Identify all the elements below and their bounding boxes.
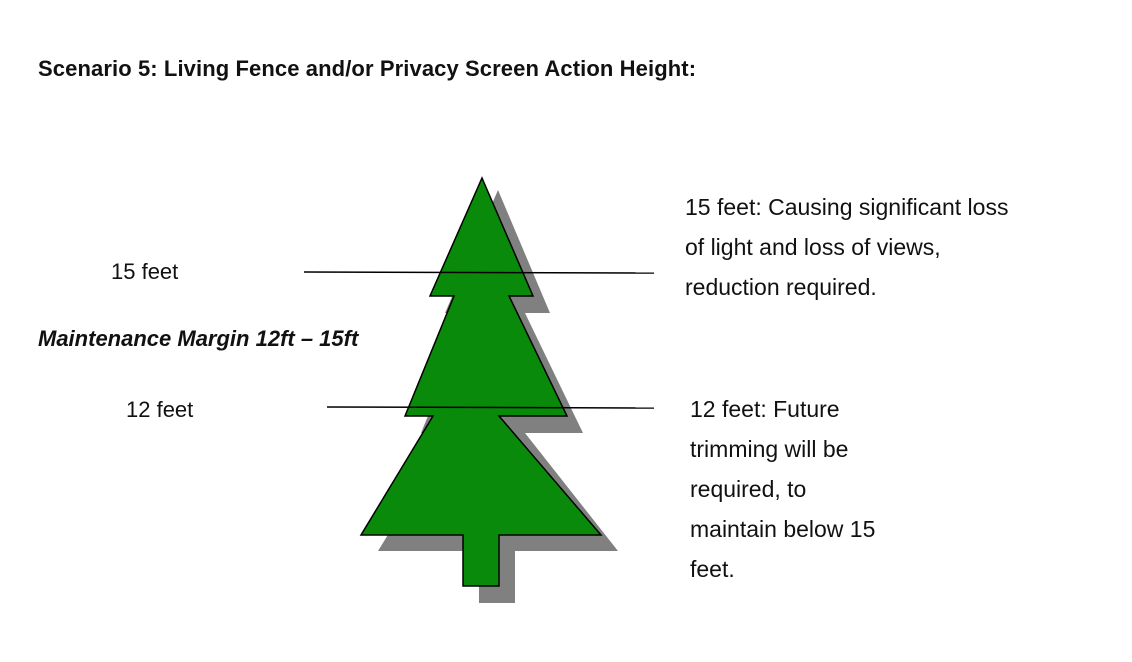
fifteen-feet-label: 15 feet bbox=[111, 259, 179, 284]
fifteen-feet-line bbox=[303, 271, 655, 274]
twelve-feet-label: 12 feet bbox=[126, 397, 194, 422]
twelve-feet-note: 12 feet: Future trimming will be require… bbox=[690, 389, 875, 589]
maintenance-margin-label: Maintenance Margin 12ft – 15ft bbox=[38, 326, 359, 351]
note-line: 12 feet: Future bbox=[690, 396, 840, 422]
note-line: reduction required. bbox=[685, 274, 877, 300]
note-line: required, to bbox=[690, 476, 807, 502]
tree-shape bbox=[359, 176, 603, 587]
note-line: trimming will be bbox=[690, 436, 849, 462]
note-line: 15 feet: Causing significant loss bbox=[685, 194, 1009, 220]
diagram-title: Scenario 5: Living Fence and/or Privacy … bbox=[38, 56, 697, 81]
note-line: maintain below 15 bbox=[690, 516, 876, 542]
note-line: feet. bbox=[690, 556, 735, 582]
fifteen-feet-note: 15 feet: Causing significant loss of lig… bbox=[685, 187, 1008, 307]
note-line: of light and loss of views, bbox=[685, 234, 941, 260]
twelve-feet-line bbox=[326, 406, 655, 409]
